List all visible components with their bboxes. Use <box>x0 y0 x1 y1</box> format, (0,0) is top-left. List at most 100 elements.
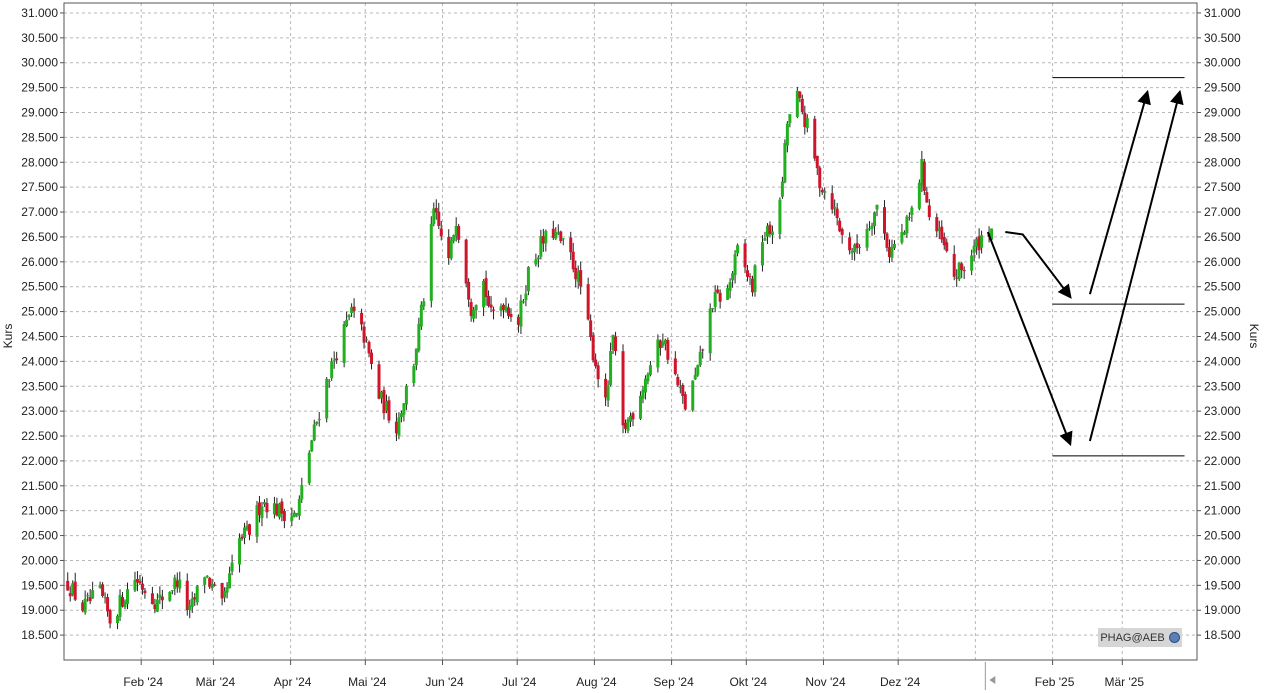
x-tick-label: Mär '24 <box>196 675 236 689</box>
candle-up <box>920 158 924 186</box>
y-tick-label-left: 26.000 <box>21 255 58 269</box>
candle-down <box>506 307 510 316</box>
candle-up <box>990 228 994 240</box>
candle-down <box>800 98 804 113</box>
candle-up <box>223 591 227 598</box>
candle-up <box>833 206 837 209</box>
candle-down <box>718 292 722 302</box>
candle-up <box>975 239 979 247</box>
y-tick-label-left: 22.500 <box>21 429 58 443</box>
candle-up <box>123 601 127 608</box>
candle-up <box>780 181 784 197</box>
annotations-layer <box>986 77 1185 457</box>
candle-down <box>746 270 750 277</box>
candle-down <box>589 320 593 338</box>
x-tick-label: Mai '24 <box>348 675 387 689</box>
candle-up <box>937 228 941 232</box>
y-tick-label-left: 26.500 <box>21 230 58 244</box>
candle-up <box>417 323 421 351</box>
candle-up <box>611 334 615 351</box>
candle-down <box>681 384 685 396</box>
candle-down <box>108 610 112 624</box>
y-tick-label-right: 25.500 <box>1204 280 1241 294</box>
candle-up <box>661 342 665 346</box>
y-axis-title-right: Kurs <box>1247 324 1261 349</box>
candle-down <box>768 224 772 234</box>
candle-up <box>519 300 523 327</box>
candle-up <box>330 361 334 379</box>
candle-up <box>262 502 266 505</box>
candle-up <box>307 452 311 484</box>
candle-down <box>143 590 147 594</box>
candle-down <box>208 577 212 587</box>
candle-up <box>536 257 540 260</box>
candle-up <box>118 594 122 617</box>
y-axis-title-left: Kurs <box>1 324 15 349</box>
candle-down <box>489 304 493 308</box>
candle-up <box>133 579 137 591</box>
x-tick-label: Okt '24 <box>729 675 767 689</box>
candle-up <box>823 191 827 193</box>
y-tick-label-left: 24.500 <box>21 329 58 343</box>
plot-frame <box>63 2 1198 661</box>
candle-up <box>399 413 403 418</box>
candle-up <box>245 525 249 530</box>
candle-up <box>449 240 453 259</box>
y-tick-label-right: 29.500 <box>1204 81 1241 95</box>
candle-down <box>621 351 625 426</box>
candle-down <box>624 422 628 429</box>
candle-up <box>379 391 383 399</box>
candle-up <box>452 235 456 242</box>
globe-icon <box>1168 632 1180 643</box>
candle-up <box>474 305 478 311</box>
candle-up <box>907 217 911 219</box>
candle-up <box>726 288 730 300</box>
candle-up <box>499 306 503 311</box>
candle-down <box>586 284 590 320</box>
scroll-left-icon <box>989 676 996 684</box>
watermark-badge: PHAG@AEB <box>1098 628 1182 647</box>
forecast-arrow <box>1088 89 1184 442</box>
candle-up <box>472 309 476 319</box>
candle-up <box>332 359 336 361</box>
candle-up <box>760 242 764 266</box>
candle-up <box>805 118 809 128</box>
candle-down <box>464 239 468 284</box>
candle-down <box>840 229 844 235</box>
watermark-label: PHAG@AEB <box>1100 631 1165 644</box>
candle-up <box>228 573 232 589</box>
candle-up <box>297 499 301 516</box>
candle-up <box>544 230 548 244</box>
candle-up <box>763 238 767 241</box>
candle-down <box>798 91 802 98</box>
candle-up <box>905 216 909 234</box>
candle-down <box>135 579 139 583</box>
candle-up <box>412 365 416 384</box>
candle-down <box>121 597 125 607</box>
candle-up <box>384 401 388 411</box>
candle-down <box>439 228 443 237</box>
candle-down <box>220 583 224 599</box>
candle-up <box>365 339 369 341</box>
candle-up <box>103 597 107 599</box>
x-tick-label: Sep '24 <box>653 675 694 689</box>
candle-down <box>153 604 157 610</box>
candle-down <box>551 228 555 238</box>
y-tick-label-right: 26.000 <box>1204 255 1241 269</box>
y-tick-label-left: 20.500 <box>21 529 58 543</box>
candle-down <box>803 112 807 128</box>
candle-down <box>882 207 886 234</box>
candle-down <box>502 304 506 311</box>
y-tick-label-right: 25.000 <box>1204 305 1241 319</box>
candle-down <box>387 400 391 421</box>
candle-down <box>716 289 720 293</box>
candle-down <box>81 602 85 611</box>
candle-up <box>629 415 632 422</box>
candle-down <box>492 309 496 311</box>
candle-down <box>591 335 595 361</box>
y-tick-label-right: 20.500 <box>1204 529 1241 543</box>
candle-down <box>813 118 817 159</box>
candle-down <box>820 189 824 193</box>
candle-down <box>265 502 269 513</box>
